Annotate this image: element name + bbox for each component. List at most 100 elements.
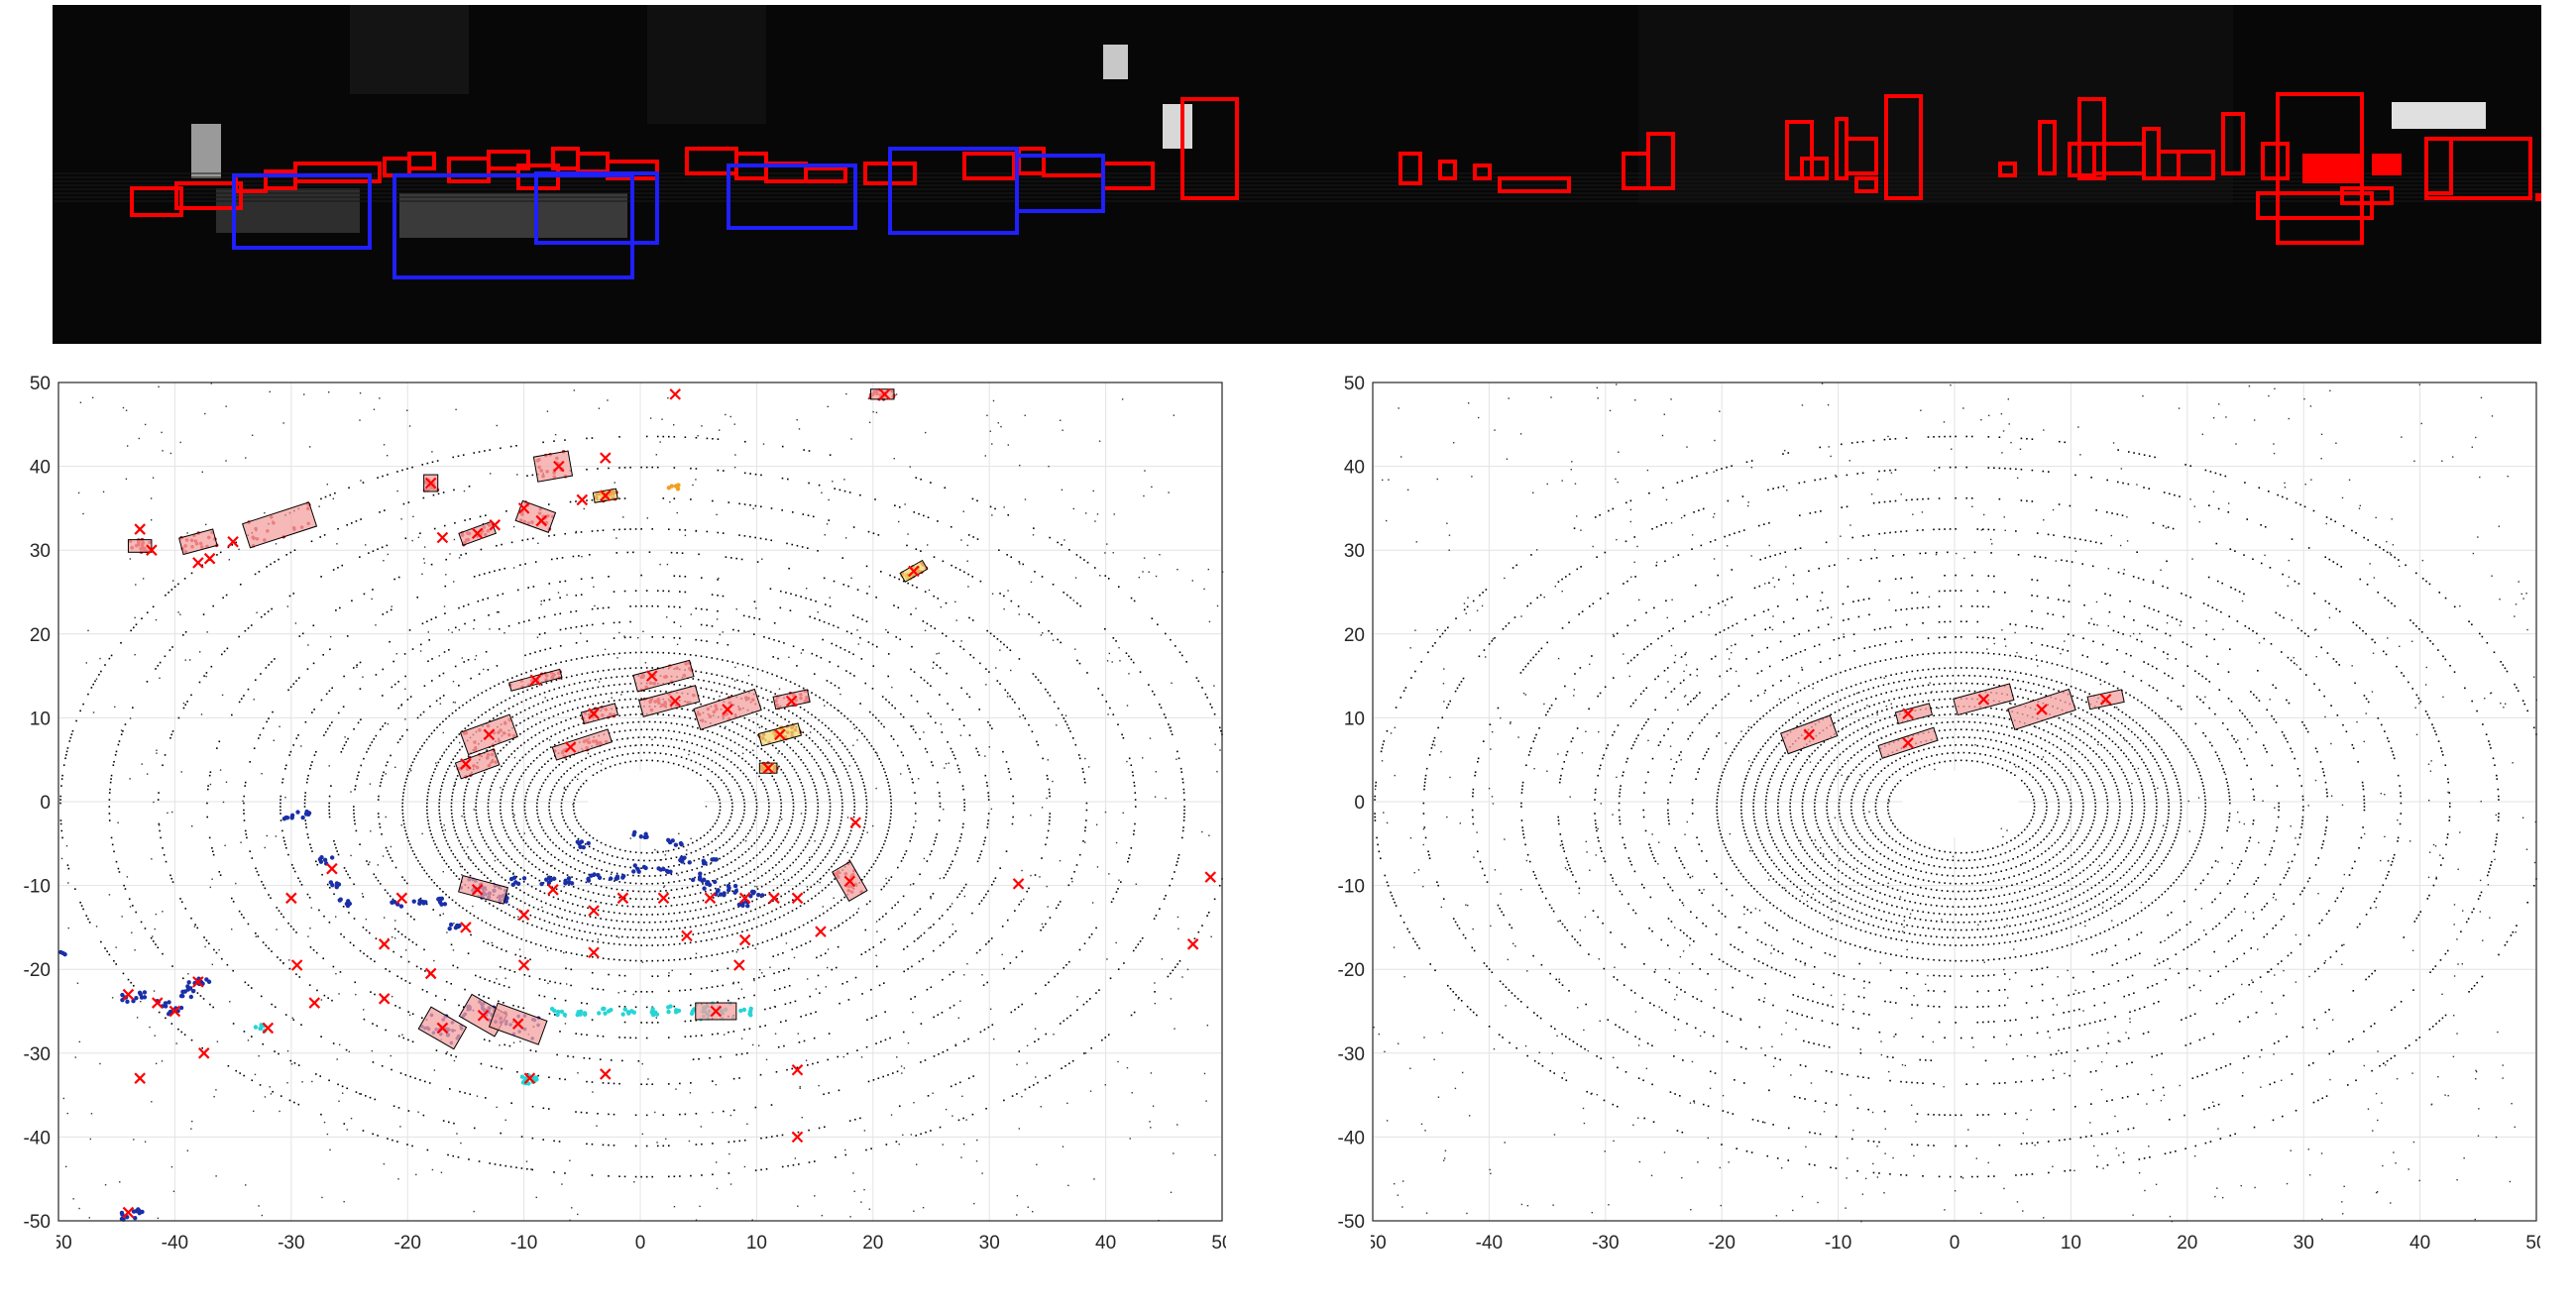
lidar-point bbox=[219, 551, 222, 554]
lidar-point bbox=[546, 699, 549, 702]
lidar-point bbox=[792, 802, 795, 805]
lidar-point bbox=[328, 690, 331, 693]
lidar-point bbox=[169, 874, 171, 877]
lidar-point bbox=[1045, 1033, 1048, 1036]
lidar-point bbox=[1036, 740, 1038, 743]
camera-red-box bbox=[2261, 142, 2290, 180]
lidar-point bbox=[711, 938, 713, 940]
lidar-point bbox=[1183, 816, 1185, 819]
lidar-point bbox=[879, 849, 882, 852]
lidar-point bbox=[613, 652, 616, 655]
lidar-point bbox=[673, 881, 675, 883]
lidar-point bbox=[629, 744, 631, 747]
lidar-point bbox=[298, 976, 301, 978]
lidar-point bbox=[1168, 723, 1170, 725]
lidar-point bbox=[730, 802, 733, 805]
lidar-point bbox=[495, 836, 497, 838]
lidar-point bbox=[1085, 802, 1088, 805]
lidar-point bbox=[711, 657, 714, 659]
lidar-point bbox=[548, 799, 551, 801]
lidar-point bbox=[464, 988, 466, 991]
lidar-point bbox=[691, 885, 694, 888]
lidar-point bbox=[549, 772, 552, 775]
lidar-point bbox=[586, 468, 588, 471]
lidar-point bbox=[871, 824, 874, 827]
lidar-point bbox=[562, 795, 564, 798]
lidar-point bbox=[916, 587, 918, 589]
lidar-point bbox=[486, 862, 488, 864]
lidar-point bbox=[729, 761, 732, 763]
lidar-point bbox=[949, 867, 951, 869]
lidar-point bbox=[173, 586, 176, 588]
lidar-point bbox=[726, 676, 728, 679]
lidar-point bbox=[547, 760, 549, 763]
lidar-point bbox=[648, 875, 651, 877]
lidar-point bbox=[709, 739, 711, 742]
lidar-point bbox=[1183, 799, 1185, 801]
lidar-point bbox=[689, 926, 692, 929]
lidar-point bbox=[427, 788, 430, 791]
lidar-point bbox=[461, 745, 464, 748]
lidar-point bbox=[551, 698, 554, 700]
lidar-point bbox=[656, 850, 659, 852]
lidar-point bbox=[975, 747, 977, 750]
lidar-point bbox=[665, 874, 667, 876]
lidar-point bbox=[245, 457, 247, 459]
lidar-point bbox=[160, 836, 162, 839]
lidar-point bbox=[573, 846, 575, 849]
lidar-point bbox=[848, 832, 851, 835]
lidar-point bbox=[240, 914, 243, 916]
lidar-point bbox=[629, 850, 632, 853]
lidar-point bbox=[623, 636, 626, 639]
lidar-point bbox=[805, 806, 807, 808]
lidar-point bbox=[543, 632, 546, 634]
lidar-point bbox=[680, 708, 683, 710]
lidar-point bbox=[403, 826, 406, 828]
lidar-point bbox=[834, 927, 837, 929]
lidar-point bbox=[700, 1126, 703, 1128]
lidar-point bbox=[865, 795, 867, 798]
lidar-point bbox=[1059, 859, 1062, 862]
scene-region bbox=[647, 5, 766, 124]
lidar-point bbox=[933, 556, 936, 558]
lidar-point bbox=[772, 900, 774, 902]
lidar-point bbox=[701, 745, 703, 748]
lidar-point bbox=[755, 802, 758, 805]
lidar-point bbox=[735, 915, 737, 918]
lidar-point bbox=[354, 788, 356, 791]
lidar-point bbox=[613, 942, 616, 945]
lidar-point bbox=[507, 882, 510, 884]
lidar-point bbox=[621, 737, 623, 740]
lidar-point bbox=[761, 972, 763, 974]
lidar-point bbox=[500, 799, 502, 801]
lidar-point bbox=[728, 1141, 730, 1144]
lidar-point bbox=[835, 775, 838, 777]
lidar-point bbox=[179, 898, 181, 900]
lidar-point bbox=[602, 941, 605, 944]
lidar-point bbox=[297, 677, 300, 679]
lidar-point bbox=[1006, 919, 1009, 922]
lidar-point bbox=[803, 719, 806, 722]
lidar-point bbox=[659, 441, 661, 443]
lidar-point bbox=[962, 648, 965, 651]
lidar-point bbox=[1057, 708, 1060, 710]
lidar-point bbox=[803, 865, 806, 867]
lidar-point bbox=[715, 751, 717, 754]
lidar-point bbox=[404, 718, 406, 720]
lidar-point bbox=[1076, 659, 1078, 662]
lidar-point bbox=[883, 938, 886, 941]
lidar-point bbox=[120, 733, 123, 736]
lidar-point bbox=[618, 1005, 620, 1008]
lidar-point bbox=[744, 884, 747, 886]
lidar-point bbox=[804, 816, 806, 819]
lidar-point bbox=[515, 713, 518, 715]
lidar-point bbox=[595, 726, 598, 729]
lidar-point bbox=[502, 930, 504, 932]
lidar-point bbox=[377, 548, 379, 551]
lidar-point bbox=[132, 905, 134, 907]
lidar-point bbox=[407, 501, 410, 503]
lidar-point bbox=[991, 1024, 994, 1026]
lidar-point bbox=[167, 812, 168, 815]
lidar-point bbox=[571, 831, 574, 834]
lidar-point bbox=[280, 806, 281, 808]
